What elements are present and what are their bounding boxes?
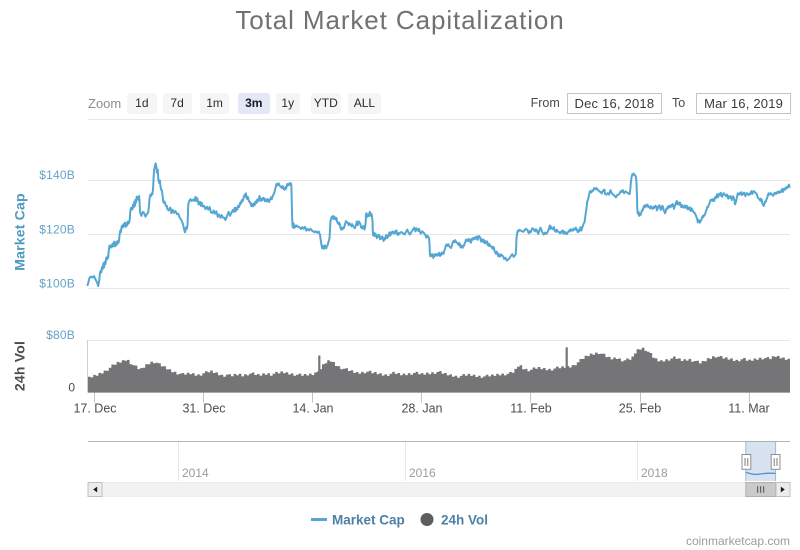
svg-text:Market Cap: Market Cap: [12, 193, 28, 270]
svg-text:0: 0: [68, 380, 75, 394]
svg-text:Market Cap: Market Cap: [332, 513, 405, 528]
svg-text:$100B: $100B: [39, 276, 75, 290]
svg-text:coinmarketcap.com: coinmarketcap.com: [686, 534, 790, 548]
svg-text:$80B: $80B: [46, 328, 75, 342]
svg-text:24h Vol: 24h Vol: [12, 341, 28, 391]
svg-text:24h Vol: 24h Vol: [441, 513, 488, 528]
svg-text:2016: 2016: [409, 466, 436, 480]
svg-text:17. Dec: 17. Dec: [73, 402, 116, 416]
svg-text:11. Mar: 11. Mar: [728, 402, 769, 416]
svg-text:$120B: $120B: [39, 222, 75, 236]
svg-text:2018: 2018: [641, 466, 668, 480]
svg-text:$140B: $140B: [39, 168, 75, 182]
svg-text:31. Dec: 31. Dec: [182, 402, 225, 416]
svg-text:28. Jan: 28. Jan: [401, 402, 442, 416]
svg-text:2014: 2014: [182, 466, 209, 480]
svg-text:11. Feb: 11. Feb: [510, 402, 552, 416]
svg-text:25. Feb: 25. Feb: [619, 402, 661, 416]
svg-text:14. Jan: 14. Jan: [292, 402, 333, 416]
